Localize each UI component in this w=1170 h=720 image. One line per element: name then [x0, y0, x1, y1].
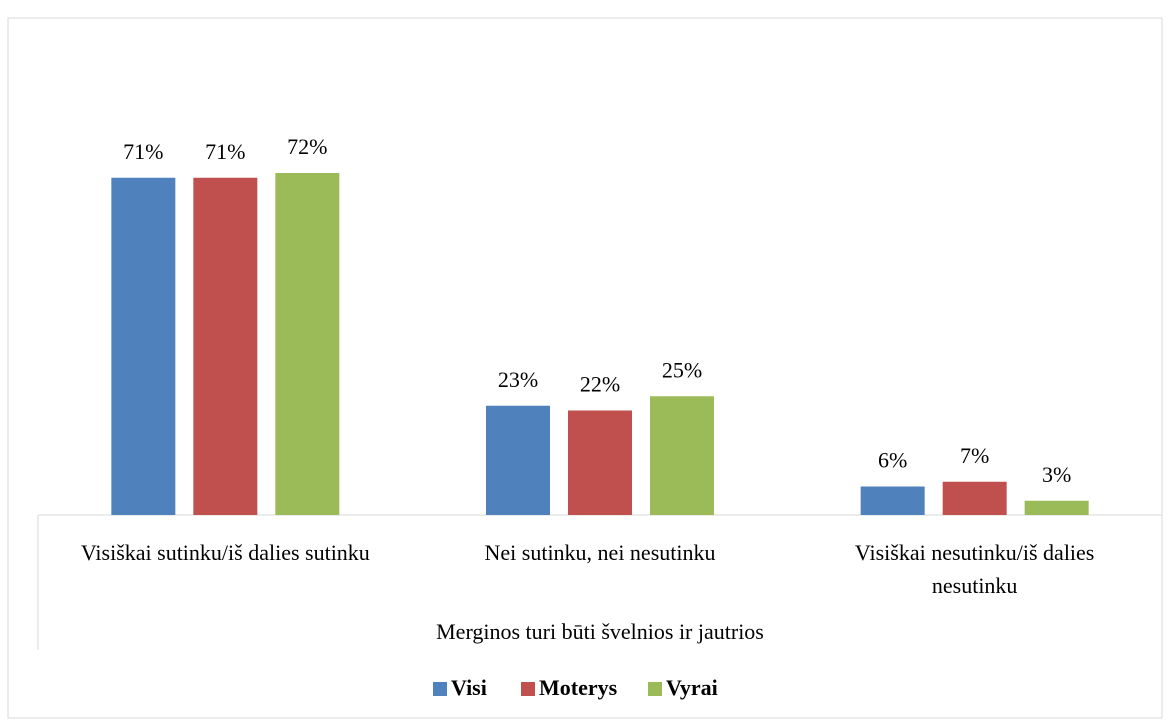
bar — [111, 177, 176, 515]
legend-swatch — [648, 682, 662, 696]
data-label: 72% — [287, 134, 327, 159]
bar — [275, 173, 340, 515]
data-label: 71% — [123, 139, 163, 164]
legend-label: Moterys — [539, 675, 618, 700]
data-label: 22% — [580, 372, 620, 397]
bar — [942, 481, 1007, 515]
data-label: 6% — [878, 448, 907, 473]
legend-swatch — [521, 682, 535, 696]
data-label: 3% — [1042, 462, 1071, 487]
legend-label: Visi — [451, 675, 487, 700]
data-label: 71% — [205, 139, 245, 164]
chart-border — [7, 17, 1163, 719]
bar — [486, 405, 550, 515]
legend-swatch — [433, 682, 447, 696]
legend-label: Vyrai — [666, 675, 718, 700]
bar — [193, 177, 258, 515]
data-label: 7% — [960, 443, 989, 468]
data-label: 25% — [662, 357, 702, 382]
x-tick-label: Nei sutinku, nei nesutinku — [484, 540, 716, 565]
x-tick-label: Visiškai sutinku/iš dalies sutinku — [80, 540, 370, 565]
bar — [1024, 500, 1089, 515]
data-label: 23% — [498, 367, 538, 392]
x-tick-label: Visiškai nesutinku/iš dalies nesutinku — [854, 540, 1095, 598]
bar — [568, 410, 632, 515]
bar — [860, 486, 925, 515]
x-axis-title: Merginos turi būti švelnios ir jautrios — [436, 619, 764, 644]
bar — [650, 396, 714, 515]
